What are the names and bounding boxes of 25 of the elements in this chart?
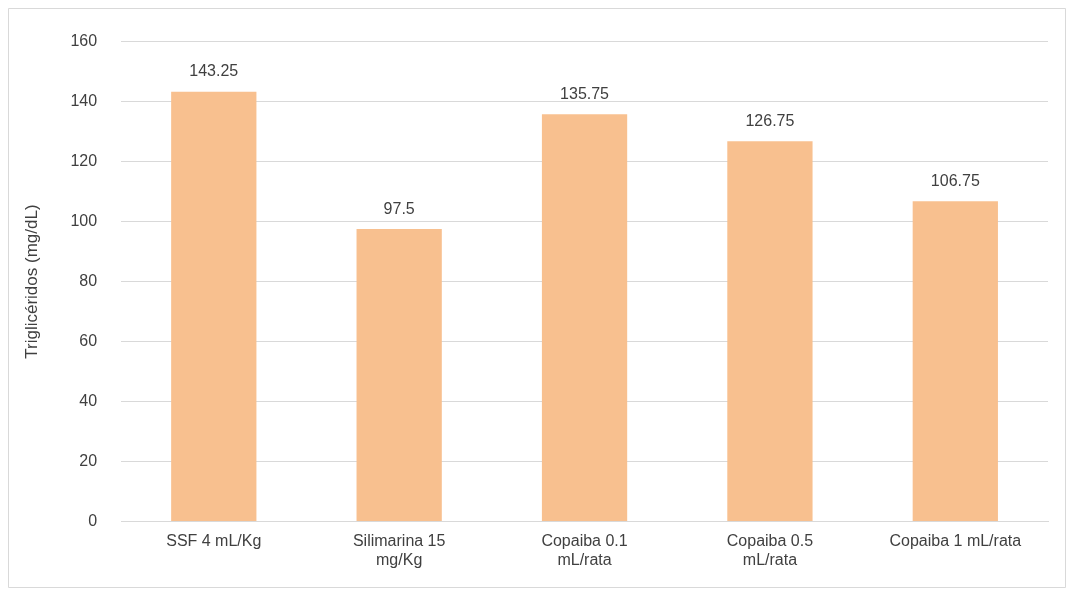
x-tick-label: Copaiba 1 mL/rata xyxy=(889,531,1022,549)
y-tick-label: 80 xyxy=(79,272,98,290)
x-tick-label: Copaiba 0.1 mL/rata xyxy=(541,531,628,568)
y-tick-label: 120 xyxy=(70,152,98,170)
y-tick-label: 140 xyxy=(70,92,98,110)
y-tick-label: 0 xyxy=(88,512,98,530)
bar xyxy=(171,91,257,522)
bar xyxy=(727,141,813,522)
bar xyxy=(541,114,628,522)
data-label: 126.75 xyxy=(745,111,795,129)
bar xyxy=(356,229,442,522)
y-tick-label: 20 xyxy=(79,452,98,470)
data-label: 106.75 xyxy=(930,171,980,189)
x-tick-label: SSF 4 mL/Kg xyxy=(166,531,262,549)
data-label: 97.5 xyxy=(383,199,415,217)
bar xyxy=(912,201,998,522)
y-tick-label: 160 xyxy=(70,32,98,50)
y-tick-label: 100 xyxy=(70,212,98,230)
x-tick-label: Silimarina 15 mg/Kg xyxy=(352,531,446,568)
y-tick-label: 40 xyxy=(79,392,98,410)
y-axis-title: Triglicéridos (mg/dL) xyxy=(21,204,41,359)
x-tick-label: Copaiba 0.5 mL/rata xyxy=(726,531,814,568)
y-tick-label: 60 xyxy=(79,332,98,350)
data-label: 143.25 xyxy=(189,62,239,80)
data-label: 135.75 xyxy=(560,84,610,102)
